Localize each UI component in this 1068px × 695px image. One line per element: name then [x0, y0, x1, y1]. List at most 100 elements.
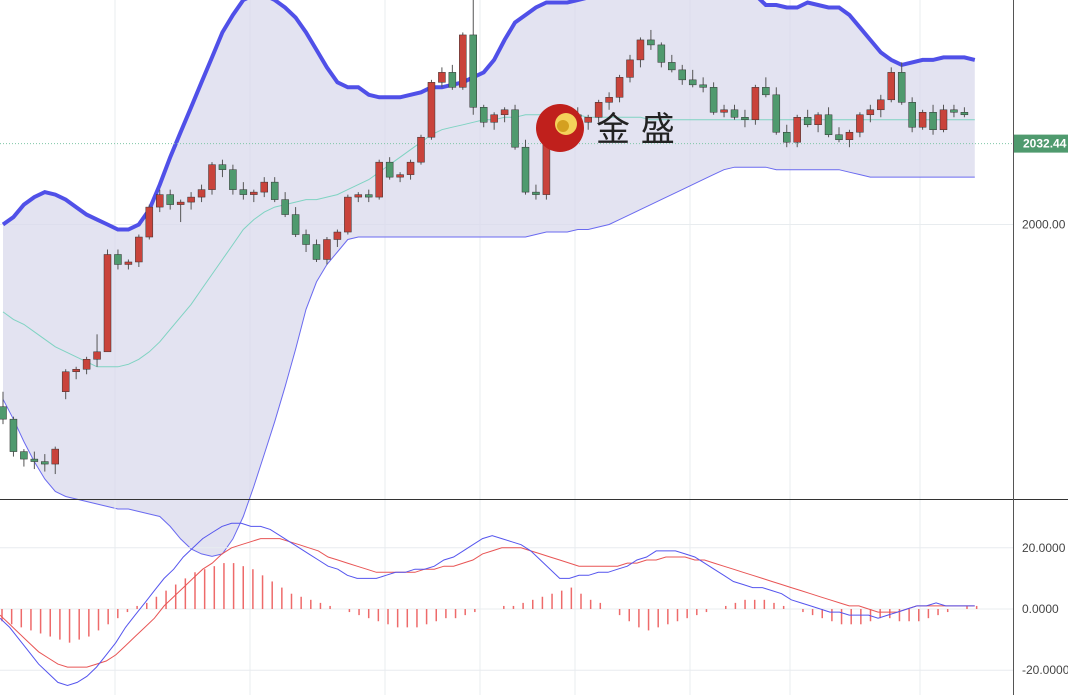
- macd-signal-line: [0, 538, 975, 668]
- candle-body: [156, 194, 164, 208]
- candle: [877, 94, 885, 118]
- candle: [584, 114, 592, 130]
- candle: [72, 366, 80, 380]
- price-panel[interactable]: 2000.00 2032.44: [0, 0, 1068, 557]
- candle-body: [594, 102, 603, 118]
- candle-body: [417, 136, 425, 163]
- candle: [793, 114, 801, 148]
- candle: [908, 97, 916, 133]
- candle: [93, 334, 101, 367]
- candle: [824, 107, 833, 138]
- candle-body: [103, 254, 112, 353]
- candle-body: [270, 181, 279, 200]
- candle: [145, 204, 154, 240]
- candle: [814, 112, 822, 133]
- candle: [709, 82, 718, 115]
- candle-body: [845, 131, 854, 140]
- candle-body: [688, 79, 697, 86]
- candle: [668, 54, 676, 73]
- candle: [772, 87, 781, 135]
- price-tag-label: 2032.44: [1023, 137, 1067, 151]
- candle: [41, 454, 49, 472]
- candle-body: [448, 72, 457, 88]
- candle-body: [323, 239, 331, 260]
- candle: [427, 79, 436, 140]
- macd-histogram: [1, 563, 978, 643]
- watermark-logo-core: [557, 120, 569, 132]
- macd-tick-label: -20.0000: [1022, 663, 1068, 677]
- candle-body: [521, 146, 530, 193]
- candle-body: [835, 134, 843, 140]
- candle: [281, 192, 289, 218]
- candle: [657, 42, 666, 68]
- candle: [438, 67, 446, 88]
- candle-body: [218, 164, 227, 170]
- candle-body: [93, 351, 101, 360]
- price-axis[interactable]: 2000.00 2032.44: [1013, 134, 1068, 232]
- candle: [82, 356, 91, 375]
- candlestick-series: [0, 0, 969, 475]
- candle-body: [626, 59, 634, 78]
- candle-body: [939, 109, 948, 130]
- candle: [897, 62, 906, 105]
- candle: [720, 104, 728, 118]
- candle-body: [114, 254, 122, 265]
- candle-body: [636, 39, 645, 61]
- candle-body: [960, 112, 969, 116]
- candle-body: [720, 109, 728, 113]
- candle-body: [365, 194, 373, 198]
- candle: [61, 369, 70, 400]
- macd-axis[interactable]: 20.0000 0.0000 -20.0000: [1022, 541, 1068, 677]
- bollinger-lower-line: [2, 166, 975, 557]
- candle-body: [730, 109, 739, 118]
- candle-body: [678, 69, 686, 81]
- candle-body: [908, 102, 916, 128]
- candle-body: [459, 34, 467, 88]
- candle: [302, 229, 310, 252]
- candle-body: [61, 371, 70, 392]
- candle-body: [187, 196, 195, 203]
- candle: [51, 446, 59, 475]
- candle-body: [302, 234, 310, 245]
- candle-body: [406, 161, 415, 175]
- candle-body: [897, 72, 906, 103]
- candle: [626, 54, 634, 83]
- candle-body: [208, 164, 216, 190]
- candle-body: [176, 201, 185, 205]
- candle: [856, 112, 864, 138]
- candle: [375, 159, 383, 200]
- candle-body: [229, 169, 237, 190]
- candle: [751, 84, 760, 125]
- candle-body: [532, 191, 540, 195]
- candle-body: [135, 236, 143, 263]
- candle: [291, 207, 300, 238]
- candle-body: [793, 117, 801, 143]
- candle-body: [918, 112, 927, 128]
- macd-panel[interactable]: 20.0000 0.0000 -20.0000: [0, 500, 1068, 695]
- bollinger-upper-line: [1, 0, 976, 232]
- candle: [605, 92, 613, 110]
- candle-body: [166, 194, 174, 205]
- candle: [636, 37, 645, 68]
- candle-body: [41, 461, 49, 465]
- candle: [459, 32, 467, 90]
- candle: [417, 134, 425, 165]
- candle: [699, 77, 707, 93]
- candle: [647, 29, 655, 50]
- candle-body: [20, 451, 28, 460]
- macd-line: [0, 522, 975, 687]
- candle: [918, 109, 927, 130]
- candle-body: [500, 109, 509, 116]
- candle: [30, 451, 39, 470]
- candle: [239, 182, 248, 200]
- candle: [124, 259, 133, 270]
- candle: [135, 234, 143, 267]
- candle-body: [751, 87, 760, 121]
- candle-body: [354, 194, 363, 198]
- candle-body: [438, 72, 446, 83]
- candle-body: [856, 114, 864, 133]
- watermark: 金 盛: [536, 104, 675, 152]
- candle-body: [291, 214, 300, 235]
- watermark-text: 金 盛: [596, 110, 675, 150]
